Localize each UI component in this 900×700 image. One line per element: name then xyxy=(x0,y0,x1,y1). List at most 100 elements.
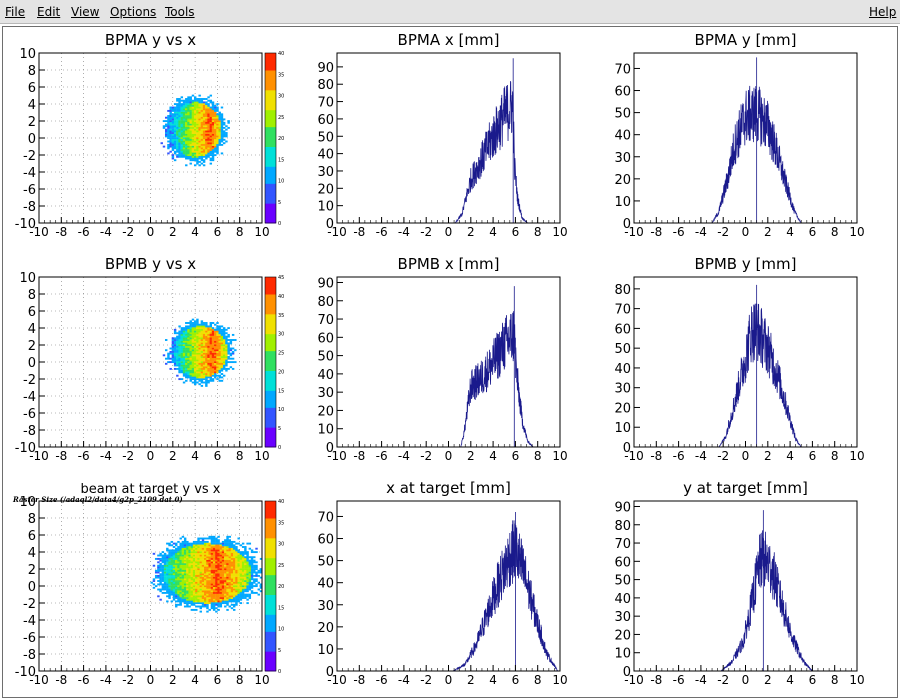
bpmb-yx-cell xyxy=(182,345,186,348)
bpmb-yx-cell xyxy=(176,342,179,345)
bpmb-yx-cell xyxy=(205,327,208,330)
target-yx-cell xyxy=(166,590,169,593)
bpmb-yx-cell xyxy=(205,362,208,365)
canvas-frame[interactable]: -10 -8 -6 -4 -2 0 2 4 6 8 10 -10 -8 -6 -4 -2 0 2 4 6 8 10 0 5 10… xyxy=(2,26,898,698)
bpma-y-title-box xyxy=(685,29,806,51)
bpmb-yx-cell xyxy=(225,357,228,360)
target-yx-cell xyxy=(224,547,227,550)
target-yx-cell xyxy=(210,585,214,588)
bpmb-yx-palette-seg xyxy=(265,438,276,442)
menu-view[interactable]: View xyxy=(71,0,99,24)
target-yx-cell xyxy=(235,576,238,579)
target-yx-cell xyxy=(206,561,209,564)
bpmb-yx-cell xyxy=(196,367,199,370)
bpmb-yx-cell xyxy=(200,379,204,382)
menu-edit[interactable]: Edit xyxy=(37,0,60,24)
bpma-yx-cell xyxy=(164,116,168,119)
bpma-x-ytick-label: 30 xyxy=(317,165,334,180)
target-yx-cell xyxy=(172,569,176,572)
target-yx-cell xyxy=(230,544,234,547)
bpmb-yx-cell xyxy=(173,345,177,348)
bpma-yx-cell xyxy=(211,155,215,158)
bpmb-yx-cell xyxy=(189,354,192,357)
bpma-yx-cell xyxy=(211,103,215,106)
target-yx-cell xyxy=(197,539,200,542)
bpmb-yx-cell xyxy=(189,371,192,374)
bpmb-yx-cell xyxy=(173,349,177,352)
target-yx-cell xyxy=(210,600,214,603)
target-yx-cell xyxy=(212,561,216,564)
bpmb-yx-cell xyxy=(234,339,237,341)
bpma-yx-cell xyxy=(202,104,206,107)
target-yx-cell xyxy=(233,557,236,560)
bpma-yx-cell xyxy=(209,113,213,116)
target-yx-cell xyxy=(190,557,194,560)
bpma-yx-cell xyxy=(193,126,197,129)
target-yx-cell xyxy=(208,569,211,572)
target-yx-cell xyxy=(250,571,254,574)
target-yx-cell xyxy=(239,581,243,584)
bpmb-yx-cell xyxy=(200,345,204,348)
bpmb-yx-cell xyxy=(207,369,210,372)
bpmb-yx-cell xyxy=(218,342,221,345)
target-yx-cell xyxy=(201,583,205,586)
menu-options[interactable]: Options xyxy=(110,0,156,24)
bpmb-yx-cell xyxy=(187,373,190,375)
menu-tools[interactable]: Tools xyxy=(165,0,195,24)
menu-file[interactable]: File xyxy=(5,0,25,24)
bpmb-yx-cell xyxy=(193,327,197,330)
target-yx-cell xyxy=(233,544,236,547)
bpma-yx-ytick-label: 6 xyxy=(28,81,36,96)
bpmb-yx-cell xyxy=(205,342,208,345)
bpmb-yx-cell xyxy=(191,361,195,364)
target-yx-cell xyxy=(250,563,254,565)
target-yx-cell xyxy=(224,540,227,543)
bpmb-yx-cell xyxy=(196,361,199,364)
bpmb-yx-cell xyxy=(180,352,184,355)
bpma-yx-cell xyxy=(196,109,199,112)
target-yx-cell xyxy=(197,569,200,572)
bpma-yx-cell xyxy=(176,104,179,107)
bpma-yx-cell xyxy=(207,154,210,157)
target-yx-cell xyxy=(170,573,173,576)
target-yx-cell xyxy=(159,569,162,572)
bpmb-yx-cell xyxy=(178,349,181,352)
bpmb-yx-cell xyxy=(216,352,219,355)
bpma-yx-cell xyxy=(211,149,215,151)
bpma-yx-cell xyxy=(169,143,172,146)
bpma-yx-cell xyxy=(205,132,208,134)
bpma-yx-cell xyxy=(200,118,204,121)
target-yx-cell xyxy=(159,574,162,577)
bpmb-yx-cell xyxy=(191,335,195,338)
target-yx-cell xyxy=(179,571,182,574)
bpmb-yx-cell xyxy=(189,320,192,323)
bpma-yx-cell xyxy=(220,120,224,123)
target-yx-cell xyxy=(199,561,202,564)
target-yx-cell xyxy=(219,546,223,548)
bpmb-yx-cell xyxy=(191,327,195,330)
target-yx-cell xyxy=(201,539,205,542)
target-yx-cell xyxy=(199,542,202,545)
target-yx-cell xyxy=(183,573,187,576)
menu-help[interactable]: Help xyxy=(869,0,896,24)
target-yx-cell xyxy=(177,597,180,599)
bpmb-yx-cell xyxy=(207,350,210,353)
target-yx-cell xyxy=(195,569,198,572)
target-yx-cell xyxy=(250,578,254,581)
bpmb-yx-cell xyxy=(182,361,186,364)
target-yx-heatmap-cells xyxy=(150,535,263,613)
target-yx-cell xyxy=(244,574,247,577)
bpmb-yx-cell xyxy=(198,356,201,358)
bpma-yx-cell xyxy=(209,130,213,133)
bpma-yx-cell xyxy=(196,108,199,111)
target-yx-cell xyxy=(186,591,189,594)
target-yx-cell xyxy=(161,578,165,581)
target-yx-cell xyxy=(210,593,214,596)
bpmb-yx-cell xyxy=(185,340,188,343)
bpma-yx-cell xyxy=(200,138,204,141)
bpmb-yx-cell xyxy=(207,325,210,328)
bpma-yx-title-box xyxy=(90,29,211,51)
bpmb-yx-cell xyxy=(182,354,186,357)
bpma-yx-cell xyxy=(225,140,228,143)
bpma-yx-palette-seg xyxy=(265,84,276,88)
